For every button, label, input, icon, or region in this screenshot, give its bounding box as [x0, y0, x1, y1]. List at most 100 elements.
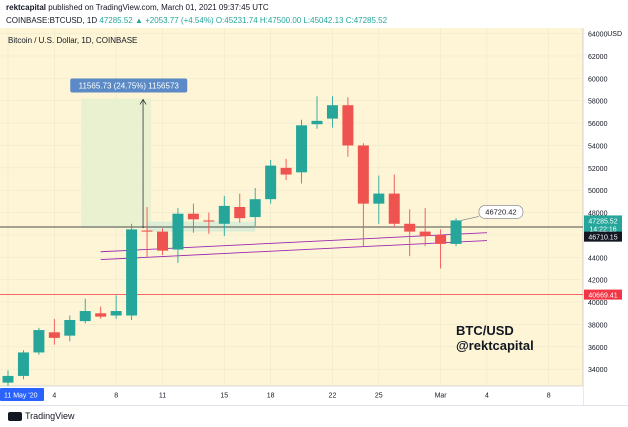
tradingview-brand: TradingView: [25, 411, 75, 421]
candle-body: [126, 229, 138, 316]
candle[interactable]: [2, 370, 14, 388]
candle-body: [218, 205, 230, 224]
candle[interactable]: [326, 96, 338, 128]
ohlc-values: 47285.52 ▲ +2053.77 (+4.54%) O:45231.74 …: [99, 16, 388, 25]
price-label-box: [584, 223, 622, 234]
time-tick-label: Mar: [435, 393, 448, 400]
price-tick-label: 56000: [588, 121, 608, 128]
candle[interactable]: [33, 327, 45, 355]
currency-label: USD: [607, 31, 622, 38]
measure-label-box[interactable]: [70, 78, 188, 93]
candle[interactable]: [249, 187, 261, 227]
publish-header: rektcapital published on TradingView.com…: [6, 3, 269, 12]
annotation-pair: BTC/USD: [456, 323, 514, 338]
candle[interactable]: [404, 209, 416, 257]
callout-box[interactable]: [478, 205, 524, 219]
price-label: 46710.15: [584, 231, 622, 242]
candle-body: [157, 231, 168, 251]
measure-label: 11565.73 (24.75%) 1156573: [79, 81, 180, 90]
candle-body: [64, 319, 76, 336]
candle[interactable]: [48, 318, 60, 345]
candle[interactable]: [234, 193, 246, 223]
price-tick-label: 54000: [588, 143, 608, 150]
candle[interactable]: [157, 228, 168, 256]
candle[interactable]: [373, 175, 385, 224]
candle-body: [280, 167, 292, 175]
publish-info: published on TradingView.com, March 01, …: [48, 3, 269, 12]
price-tick-label: 42000: [588, 278, 608, 285]
price-label-box: [584, 289, 622, 300]
candle[interactable]: [79, 298, 91, 324]
candle[interactable]: [311, 96, 323, 129]
price-tick-label: 64000: [588, 32, 608, 39]
time-tick-label: 15: [220, 393, 228, 400]
candle[interactable]: [450, 218, 462, 247]
candle-body: [388, 193, 400, 224]
price-tick-label: 38000: [588, 322, 608, 329]
trendline[interactable]: [100, 240, 487, 261]
candle-body: [95, 313, 107, 317]
time-tick-label: 25: [375, 393, 383, 400]
candle[interactable]: [141, 207, 153, 258]
price-label-box: [584, 215, 622, 226]
candle-body: [203, 220, 215, 222]
candle-body: [342, 105, 354, 146]
price-tick-label: 34000: [588, 367, 608, 374]
candle-body: [2, 375, 14, 383]
candle[interactable]: [388, 174, 400, 228]
candle-body: [187, 213, 199, 220]
price-label-text: 47285.52: [588, 218, 617, 225]
candle[interactable]: [280, 158, 292, 181]
candle-body: [419, 231, 431, 237]
candle[interactable]: [64, 315, 76, 342]
candle[interactable]: [296, 119, 308, 184]
candle-body: [141, 230, 153, 232]
time-tick-label: 22: [329, 393, 337, 400]
candle-body: [326, 105, 338, 119]
candlestick-chart[interactable]: 11565.73 (24.75%) 1156573 46720.42 Bitcoi…: [0, 28, 628, 405]
candle[interactable]: [419, 208, 431, 247]
candle[interactable]: [126, 223, 138, 320]
candle-body: [172, 213, 184, 250]
footer-bar: TradingView: [0, 405, 628, 427]
candle-body: [79, 311, 91, 322]
price-tick-label: 48000: [588, 211, 608, 218]
candle[interactable]: [172, 208, 184, 263]
time-tick-label: 11 May '20: [4, 393, 38, 400]
price-tick-label: 44000: [588, 255, 608, 262]
annotation-handle: @rektcapital: [456, 338, 534, 353]
candle[interactable]: [110, 295, 122, 319]
measure-arrowhead: [139, 98, 147, 105]
candle[interactable]: [265, 160, 277, 204]
support-zone-box[interactable]: [147, 221, 256, 232]
candle[interactable]: [357, 143, 369, 247]
tradingview-logo[interactable]: TradingView: [8, 411, 75, 421]
candle[interactable]: [203, 212, 215, 234]
candle[interactable]: [187, 203, 199, 233]
price-label-text: 46710.15: [588, 235, 617, 242]
candle[interactable]: [17, 350, 29, 380]
candle-body: [33, 330, 45, 353]
symbol-label: COINBASE:BTCUSD, 1D: [6, 16, 98, 25]
price-label: 40669.41: [584, 289, 622, 300]
candle[interactable]: [95, 306, 107, 319]
publisher-name[interactable]: rektcapital: [6, 3, 47, 12]
measure-range-box[interactable]: [81, 98, 152, 229]
candle[interactable]: [342, 97, 354, 157]
candle[interactable]: [435, 229, 447, 269]
candle-body: [450, 220, 462, 244]
candle-body: [404, 223, 416, 232]
price-label-box: [584, 231, 622, 242]
price-label-text: 14:22:16: [589, 227, 616, 234]
candle-body: [296, 125, 308, 173]
price-label: 47285.52: [584, 215, 622, 226]
time-tick-label: 4: [52, 393, 56, 400]
price-label: 14:22:16: [584, 223, 622, 234]
candle[interactable]: [218, 195, 230, 237]
candle-body: [265, 165, 277, 200]
time-axis[interactable]: [0, 386, 583, 405]
candle-body: [234, 207, 246, 219]
price-tick-label: 62000: [588, 54, 608, 61]
price-tick-label: 58000: [588, 99, 608, 106]
time-tick-label: 18: [267, 393, 275, 400]
